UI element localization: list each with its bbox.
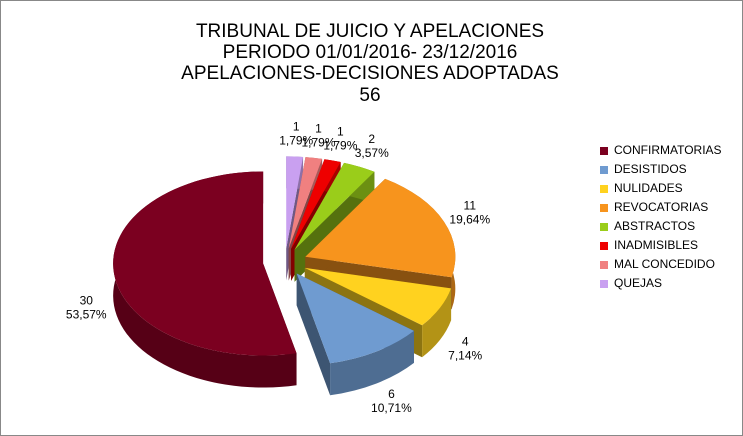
slice-top	[288, 157, 323, 249]
data-label-percent: 1,79%	[323, 139, 357, 153]
data-label-percent: 7,14%	[448, 349, 482, 363]
pie-slice	[296, 273, 414, 396]
legend-swatch	[600, 242, 608, 250]
slice-top	[294, 162, 375, 250]
pie-slice	[113, 171, 297, 388]
legend-swatch	[600, 204, 608, 212]
data-label: 1	[337, 125, 344, 139]
chart-subtitle: PERIODO 01/01/2016- 23/12/2016	[223, 42, 518, 63]
chart-total: 56	[359, 85, 380, 106]
legend-swatch	[600, 147, 608, 155]
slice-top	[305, 178, 456, 278]
data-label: 2	[368, 132, 375, 146]
data-label-percent: 10,71%	[371, 401, 412, 415]
slice-top	[304, 267, 452, 326]
slice-wall	[330, 330, 414, 396]
slice-top	[296, 273, 414, 364]
data-label: 1	[315, 121, 322, 135]
legend-label: REVOCATORIAS	[614, 200, 708, 214]
data-label: 1	[293, 120, 300, 134]
slice-top	[113, 171, 297, 356]
legend-label: NULIDADES	[614, 181, 683, 195]
legend-swatch	[600, 223, 608, 231]
legend-swatch	[600, 166, 608, 174]
data-label-percent: 53,57%	[66, 307, 107, 321]
slice-wall	[422, 288, 452, 358]
data-label: 11	[464, 198, 477, 212]
slice-top	[286, 156, 304, 249]
chart-subtitle: APELACIONES-DECISIONES ADOPTADAS	[181, 63, 559, 84]
data-label: 4	[462, 335, 469, 349]
data-label: 30	[80, 293, 94, 307]
legend-swatch	[600, 280, 608, 288]
data-label-percent: 1,79%	[279, 134, 313, 148]
data-label-percent: 3,57%	[355, 146, 389, 160]
legend-label: CONFIRMATORIAS	[614, 143, 722, 157]
data-label-percent: 1,79%	[301, 135, 335, 149]
legend-label: DESISTIDOS	[614, 162, 687, 176]
legend-swatch	[600, 261, 608, 269]
chart-title: TRIBUNAL DE JUICIO Y APELACIONES	[196, 21, 544, 42]
slice-top	[291, 159, 341, 249]
legend-label: INADMISIBLES	[614, 238, 698, 252]
legend-label: QUEJAS	[614, 276, 662, 290]
data-label-percent: 19,64%	[449, 212, 490, 226]
data-label: 6	[388, 387, 395, 401]
legend-swatch	[600, 185, 608, 193]
legend-label: MAL CONCEDIDO	[614, 257, 715, 271]
legend-label: ABSTRACTOS	[614, 219, 695, 233]
